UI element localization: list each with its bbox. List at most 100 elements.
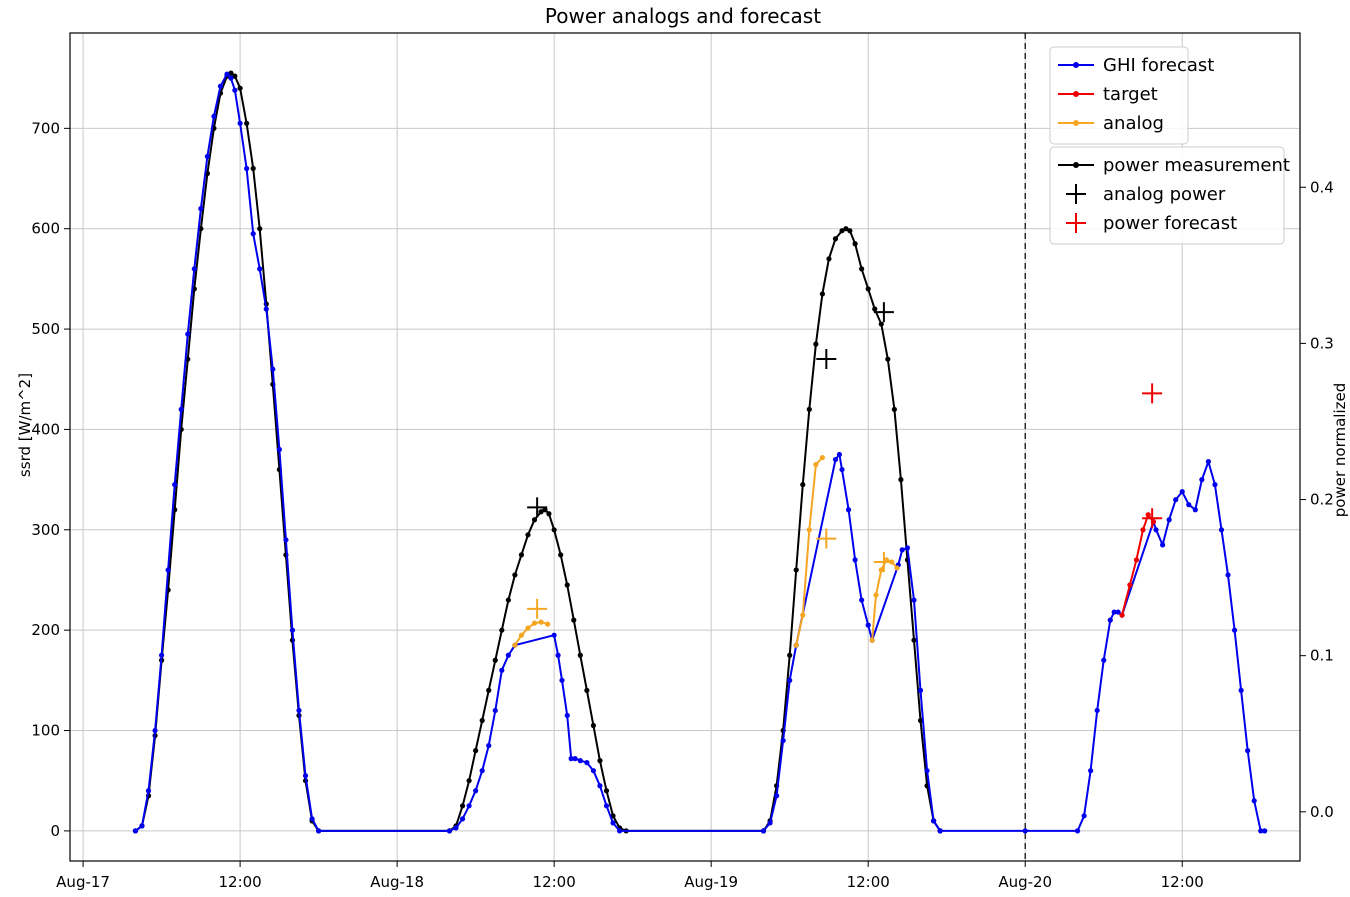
power-measurement-point: [800, 482, 806, 488]
power-measurement-point: [466, 778, 472, 784]
ghi-forecast-point: [590, 768, 597, 774]
ghi-forecast-point: [899, 547, 905, 553]
ghi-forecast-point: [1179, 489, 1185, 495]
ghi-forecast-point: [499, 667, 505, 673]
power-measurement-point: [531, 517, 538, 523]
ghi-forecast-point: [296, 707, 302, 714]
ghi-forecast-point: [859, 597, 865, 603]
y-tick-label: 400: [31, 420, 60, 438]
ghi-forecast-point: [572, 756, 578, 762]
legend-ghi-forecast-swatch-point: [1073, 62, 1079, 68]
y-tick-label: 0: [50, 822, 60, 840]
power-measurement-point: [546, 511, 552, 517]
power-measurement-point: [571, 617, 577, 623]
x-tick-label: 12:00: [1161, 873, 1204, 891]
power-measurement-point: [852, 241, 858, 247]
analog-marker: [873, 551, 894, 572]
power-measurement-point: [885, 356, 891, 362]
power-measurement-point: [542, 507, 548, 513]
legend-target-label: target: [1103, 84, 1158, 105]
legend-analog-power-label: analog power: [1103, 184, 1226, 205]
plot-frame: [69, 32, 1301, 862]
ghi-forecast-point: [1173, 497, 1179, 503]
power-measurement-point: [590, 722, 597, 729]
ghi-forecast-point: [839, 466, 845, 473]
y-tick-label: 200: [31, 621, 60, 639]
ghi-forecast-point: [217, 83, 224, 89]
y-tick-label: 700: [31, 119, 60, 137]
y-tick-label: 500: [31, 320, 60, 338]
ghi-forecast-point: [1107, 617, 1113, 623]
analog-point: [545, 621, 551, 627]
power-measurement-point: [499, 627, 505, 633]
ghi-forecast-point: [178, 406, 184, 412]
power-measurement-line: [134, 72, 942, 832]
target-point: [1140, 527, 1146, 533]
ghi-forecast-point: [924, 768, 930, 774]
power-measurement-point: [479, 717, 485, 724]
legend-forecast-box: [1049, 46, 1189, 145]
ghi-forecast-point: [257, 266, 263, 272]
ghi-forecast-point: [185, 331, 191, 337]
ghi-forecast-point: [486, 742, 492, 749]
ghi-forecast-point: [780, 737, 786, 744]
power-measurement-point: [787, 652, 793, 658]
analog-point: [793, 642, 799, 648]
legend-analog-label: analog: [1103, 113, 1164, 134]
marker-layer: [527, 302, 1163, 619]
ghi-forecast-point: [283, 537, 289, 543]
ghi-forecast-point: [1192, 507, 1198, 513]
ghi-forecast-point: [276, 446, 282, 453]
legend-power-box: [1049, 146, 1285, 245]
target-point: [1127, 582, 1133, 588]
power-measurement-point: [244, 120, 250, 126]
analog-point: [538, 619, 544, 625]
ghi-forecast-point: [1231, 627, 1238, 633]
ghi-forecast-point: [158, 652, 165, 658]
target-marker: [1142, 508, 1163, 529]
power-measurement-point: [538, 509, 544, 515]
power-measurement-point: [486, 687, 492, 693]
power-measurement-point: [237, 85, 243, 91]
grid: [70, 33, 1300, 861]
ghi-forecast-point: [603, 803, 610, 809]
legend-power-forecast-swatch-plus: [1066, 213, 1086, 233]
ghi-forecast-point: [1101, 657, 1107, 663]
power-measurement-point: [518, 552, 525, 558]
ghi-forecast-point: [1111, 609, 1117, 615]
power-measurement-point: [806, 406, 812, 412]
ghi-forecast-point: [1088, 768, 1094, 774]
ghi-forecast-point: [198, 206, 204, 212]
x-tick-label: 12:00: [847, 873, 890, 891]
ghi-forecast-point: [1160, 542, 1166, 548]
analog-power-marker: [816, 349, 837, 370]
ghi-forecast-point: [1218, 527, 1225, 533]
ghi-forecast-point: [191, 266, 197, 272]
ghi-forecast-point: [139, 823, 145, 829]
ghi-forecast-point: [1251, 798, 1257, 804]
ghi-forecast-point: [473, 788, 479, 794]
x-tick-label: 12:00: [533, 873, 576, 891]
analog-point: [873, 592, 879, 598]
analog-point: [525, 625, 531, 631]
power-measurement-point: [505, 597, 511, 603]
ghi-forecast-point: [244, 165, 250, 172]
ghi-forecast-point: [145, 788, 152, 794]
ghi-forecast-point: [610, 820, 616, 826]
analog-point: [806, 527, 812, 533]
ghi-forecast-point: [1074, 828, 1081, 834]
legend-power-measurement-label: power measurement: [1103, 155, 1290, 176]
ghi-forecast-point: [904, 545, 911, 551]
analog-power-marker: [527, 497, 548, 518]
target-point: [1145, 512, 1151, 518]
analog-point: [518, 632, 525, 638]
ghi-forecast-point: [865, 622, 871, 628]
ghi-forecast-point: [845, 507, 852, 513]
power-measurement-point: [839, 228, 845, 234]
analog-point: [819, 454, 825, 461]
x-tick-label: Aug-18: [370, 873, 424, 891]
power-measurement-point: [564, 582, 570, 588]
ghi-forecast-point: [773, 793, 780, 799]
ghi-forecast-point: [446, 828, 453, 834]
ghi-forecast-point: [492, 707, 498, 714]
